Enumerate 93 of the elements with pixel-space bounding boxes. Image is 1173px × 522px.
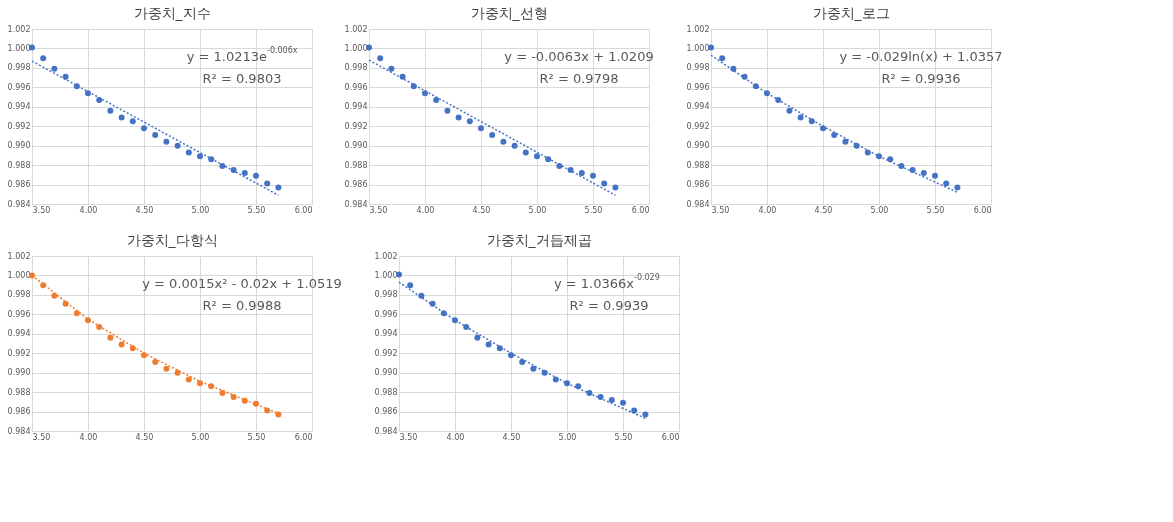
y-tick-label: 0.992 <box>7 121 31 131</box>
x-tick-label: 4.50 <box>135 205 154 215</box>
x-tick-label: 5.00 <box>191 205 210 215</box>
y-tick-label: 0.988 <box>686 160 710 170</box>
y-tick-label: 0.994 <box>7 329 31 339</box>
x-tick-label: 6.00 <box>973 205 992 215</box>
y-tick-label: 0.984 <box>374 426 398 436</box>
chart-title: 가중치_로그 <box>812 5 890 21</box>
x-tick-label: 4.00 <box>79 205 98 215</box>
x-tick-label: 3.50 <box>32 432 51 442</box>
y-tick-label: 0.996 <box>686 82 710 92</box>
y-tick-label: 0.984 <box>7 426 31 436</box>
x-tick-label: 6.00 <box>294 205 313 215</box>
annotation: y = -0.0063x + 1.0209 <box>504 49 654 64</box>
y-tick-label: 0.986 <box>686 180 710 190</box>
annotation: R² = 0.9936 <box>881 71 961 86</box>
x-tick-label: 4.00 <box>446 432 465 442</box>
x-tick-label: 6.00 <box>631 205 650 215</box>
annotation: y = -0.029ln(x) + 1.0357 <box>839 49 1003 64</box>
x-tick-label: 3.50 <box>711 205 730 215</box>
annotation: y = 0.0015x² - 0.02x + 1.0519 <box>142 276 342 291</box>
y-tick-label: 0.996 <box>7 82 31 92</box>
x-tick-label: 4.50 <box>502 432 521 442</box>
y-tick-label: 0.992 <box>344 121 368 131</box>
annotation: R² = 0.9798 <box>539 71 619 86</box>
y-tick-label: 0.988 <box>7 387 31 397</box>
x-tick-label: 5.50 <box>614 432 633 442</box>
y-tick-label: 0.998 <box>686 63 710 73</box>
y-tick-label: 0.984 <box>344 199 368 209</box>
y-tick-label: 0.998 <box>344 63 368 73</box>
x-tick-label: 5.00 <box>558 432 577 442</box>
y-tick-label: 0.990 <box>344 141 368 151</box>
x-tick-label: 5.50 <box>247 432 266 442</box>
annotation: R² = 0.9988 <box>202 298 282 313</box>
y-tick-label: 0.986 <box>7 180 31 190</box>
x-tick-label: 3.50 <box>399 432 418 442</box>
chart-title: 가중치_거듭제곱 <box>486 232 592 248</box>
y-tick-label: 0.996 <box>7 309 31 319</box>
y-tick-label: 1.002 <box>7 251 31 261</box>
y-tick-label: 0.988 <box>374 387 398 397</box>
y-tick-label: 0.994 <box>344 102 368 112</box>
y-tick-label: 0.990 <box>7 141 31 151</box>
y-tick-label: 0.988 <box>7 160 31 170</box>
y-tick-label: 0.986 <box>374 407 398 417</box>
x-tick-label: 3.50 <box>32 205 51 215</box>
x-tick-label: 3.50 <box>369 205 388 215</box>
x-tick-label: 5.50 <box>584 205 603 215</box>
x-tick-label: 6.00 <box>661 432 680 442</box>
y-tick-label: 0.990 <box>374 368 398 378</box>
y-tick-label: 0.986 <box>7 407 31 417</box>
x-tick-label: 5.00 <box>528 205 547 215</box>
y-tick-label: 1.000 <box>7 270 31 280</box>
x-tick-label: 5.00 <box>870 205 889 215</box>
chart-title: 가중치_지수 <box>133 5 211 21</box>
chart-title: 가중치_선형 <box>470 5 548 21</box>
y-tick-label: 0.996 <box>344 82 368 92</box>
y-tick-label: 1.000 <box>686 43 710 53</box>
y-tick-label: 0.984 <box>7 199 31 209</box>
y-tick-label: 1.000 <box>344 43 368 53</box>
x-tick-label: 5.50 <box>247 205 266 215</box>
y-tick-label: 0.990 <box>686 141 710 151</box>
x-tick-label: 5.50 <box>926 205 945 215</box>
annotation: R² = 0.9803 <box>202 71 282 86</box>
chart-title: 가중치_다항식 <box>126 232 218 248</box>
y-tick-label: 1.002 <box>686 24 710 34</box>
y-tick-label: 0.994 <box>7 102 31 112</box>
y-tick-label: 0.988 <box>344 160 368 170</box>
y-tick-label: 1.000 <box>374 270 398 280</box>
y-tick-label: 0.984 <box>686 199 710 209</box>
x-tick-label: 4.00 <box>416 205 435 215</box>
x-tick-label: 4.00 <box>758 205 777 215</box>
y-tick-label: 0.994 <box>374 329 398 339</box>
y-tick-label: 0.992 <box>686 121 710 131</box>
y-tick-label: 0.990 <box>7 368 31 378</box>
y-tick-label: 0.998 <box>374 290 398 300</box>
x-tick-label: 4.00 <box>79 432 98 442</box>
y-tick-label: 1.002 <box>374 251 398 261</box>
x-tick-label: 4.50 <box>814 205 833 215</box>
x-tick-label: 4.50 <box>135 432 154 442</box>
y-tick-label: 1.002 <box>7 24 31 34</box>
y-tick-label: 0.998 <box>7 290 31 300</box>
x-tick-label: 6.00 <box>294 432 313 442</box>
y-tick-label: 0.994 <box>686 102 710 112</box>
y-tick-label: 1.002 <box>344 24 368 34</box>
y-tick-label: 0.986 <box>344 180 368 190</box>
y-tick-label: 0.992 <box>374 348 398 358</box>
y-tick-label: 0.996 <box>374 309 398 319</box>
x-tick-label: 4.50 <box>472 205 491 215</box>
y-tick-label: 0.992 <box>7 348 31 358</box>
y-tick-label: 0.998 <box>7 63 31 73</box>
x-tick-label: 5.00 <box>191 432 210 442</box>
annotation: R² = 0.9939 <box>569 298 649 313</box>
y-tick-label: 1.000 <box>7 43 31 53</box>
